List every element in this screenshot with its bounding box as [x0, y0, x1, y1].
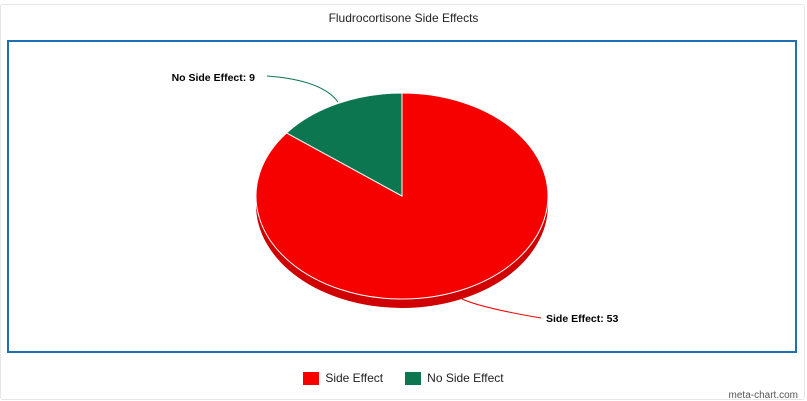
- legend-swatch-side-effect: [303, 371, 320, 385]
- legend-label-side-effect: Side Effect: [325, 371, 384, 385]
- chart-title: Fludrocortisone Side Effects: [328, 11, 479, 25]
- pie-slice-no-side-effect[interactable]: [285, 92, 403, 197]
- legend-label-no-side-effect: No Side Effect: [427, 371, 504, 385]
- data-label-no-side-effect: No Side Effect: 9: [172, 72, 256, 84]
- legend-item-side-effect[interactable]: Side Effect: [303, 371, 383, 385]
- legend-swatch-no-side-effect: [405, 371, 422, 385]
- data-label-side-effect: Side Effect: 53: [546, 313, 619, 325]
- legend: Side Effect No Side Effect: [0, 371, 807, 385]
- legend-item-no-side-effect[interactable]: No Side Effect: [405, 371, 504, 385]
- leader-line-no-side-effect: [266, 75, 339, 103]
- leader-line-side-effect: [461, 298, 542, 319]
- credit-link[interactable]: meta-chart.com: [728, 390, 798, 401]
